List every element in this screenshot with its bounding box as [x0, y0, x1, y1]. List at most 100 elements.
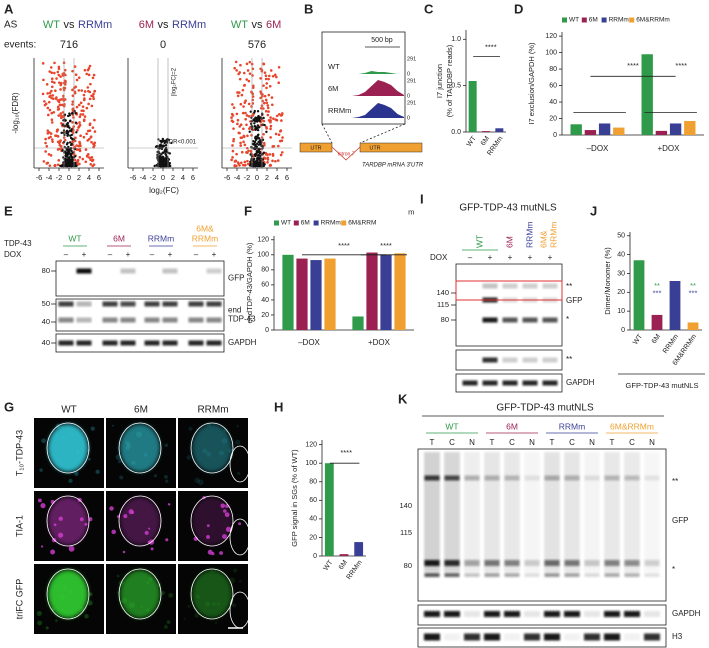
point — [57, 107, 61, 111]
significance: ** — [654, 281, 660, 290]
point — [71, 88, 74, 92]
label: RRMm — [172, 19, 206, 31]
point — [75, 78, 79, 82]
nucleus-outline — [46, 495, 90, 547]
point — [57, 114, 61, 117]
y-tick-label: 0 — [621, 327, 625, 334]
point — [89, 162, 93, 166]
label: WT — [474, 235, 484, 248]
point — [49, 66, 53, 69]
blot-band — [504, 611, 520, 617]
point — [78, 148, 82, 151]
label: GFP — [672, 516, 688, 525]
point — [64, 154, 67, 157]
blot-band — [544, 633, 560, 641]
point — [271, 74, 275, 78]
point — [233, 66, 236, 70]
point — [262, 132, 265, 136]
point — [89, 82, 92, 86]
significance: *** — [689, 289, 698, 298]
significance: **** — [675, 61, 687, 70]
point — [239, 141, 242, 145]
point — [275, 75, 278, 79]
speckle — [168, 592, 174, 598]
point — [92, 163, 96, 166]
x-tick-label: +DOX — [657, 144, 680, 153]
label: T — [550, 438, 555, 447]
point — [261, 93, 264, 97]
point — [254, 128, 257, 131]
zoom-line — [321, 123, 333, 144]
point — [59, 88, 62, 91]
blot-smear — [624, 452, 640, 572]
panel-letter: B — [304, 1, 313, 16]
speckle — [58, 516, 63, 521]
nucleus-signal — [48, 424, 88, 472]
point — [43, 100, 46, 103]
speckle — [68, 545, 75, 552]
point — [247, 149, 250, 153]
point — [85, 106, 89, 110]
point — [72, 116, 75, 119]
point — [236, 122, 239, 126]
label: 80 — [404, 561, 412, 570]
y-tick-label: 40 — [617, 251, 625, 258]
blot-band — [502, 317, 518, 323]
label: GAPDH — [228, 338, 257, 347]
point — [263, 143, 266, 147]
speckle — [36, 610, 42, 617]
point — [164, 140, 168, 143]
point — [249, 110, 252, 113]
point — [54, 89, 57, 93]
y-tick-label: 120 — [305, 441, 317, 448]
point — [157, 138, 160, 141]
point — [50, 121, 54, 124]
point — [259, 90, 262, 94]
label: RRMm — [192, 233, 218, 243]
blot-band — [484, 633, 500, 641]
point — [241, 88, 245, 92]
point — [79, 113, 83, 116]
point — [244, 163, 247, 167]
point — [59, 75, 62, 78]
point — [267, 77, 270, 81]
point — [48, 164, 52, 167]
x-tick-label: 2 — [77, 173, 81, 182]
point — [153, 164, 156, 168]
blot-band — [644, 475, 660, 481]
significance: ** — [690, 281, 696, 290]
blot-band — [482, 357, 498, 363]
point — [239, 136, 243, 139]
blot-band — [564, 633, 580, 641]
nucleus-outline — [118, 568, 162, 620]
point — [69, 129, 73, 133]
point — [165, 155, 169, 158]
point — [63, 163, 67, 166]
point — [256, 110, 260, 113]
point — [256, 124, 260, 127]
speckle — [39, 468, 43, 472]
speckle — [78, 606, 84, 612]
point — [71, 137, 74, 141]
blot-smear — [544, 452, 560, 572]
blot-band — [188, 340, 204, 346]
point — [78, 140, 81, 144]
x-tick-label: 0 — [67, 173, 71, 182]
bar — [584, 130, 597, 135]
blot-band — [144, 340, 160, 346]
point — [277, 81, 281, 84]
point — [71, 121, 74, 124]
blot-band — [484, 560, 500, 566]
point — [275, 114, 279, 118]
legend-label: WT — [569, 17, 579, 24]
point — [48, 108, 52, 112]
y-axis-label: GFP signal in SGs (% of WT) — [290, 449, 299, 547]
point — [262, 116, 265, 120]
point — [261, 99, 264, 103]
nucleus-signal — [192, 424, 232, 472]
blot-frame — [417, 448, 667, 602]
point — [59, 103, 62, 107]
label: RRMm — [148, 233, 174, 243]
label: 291 — [407, 78, 416, 84]
point — [267, 93, 271, 97]
